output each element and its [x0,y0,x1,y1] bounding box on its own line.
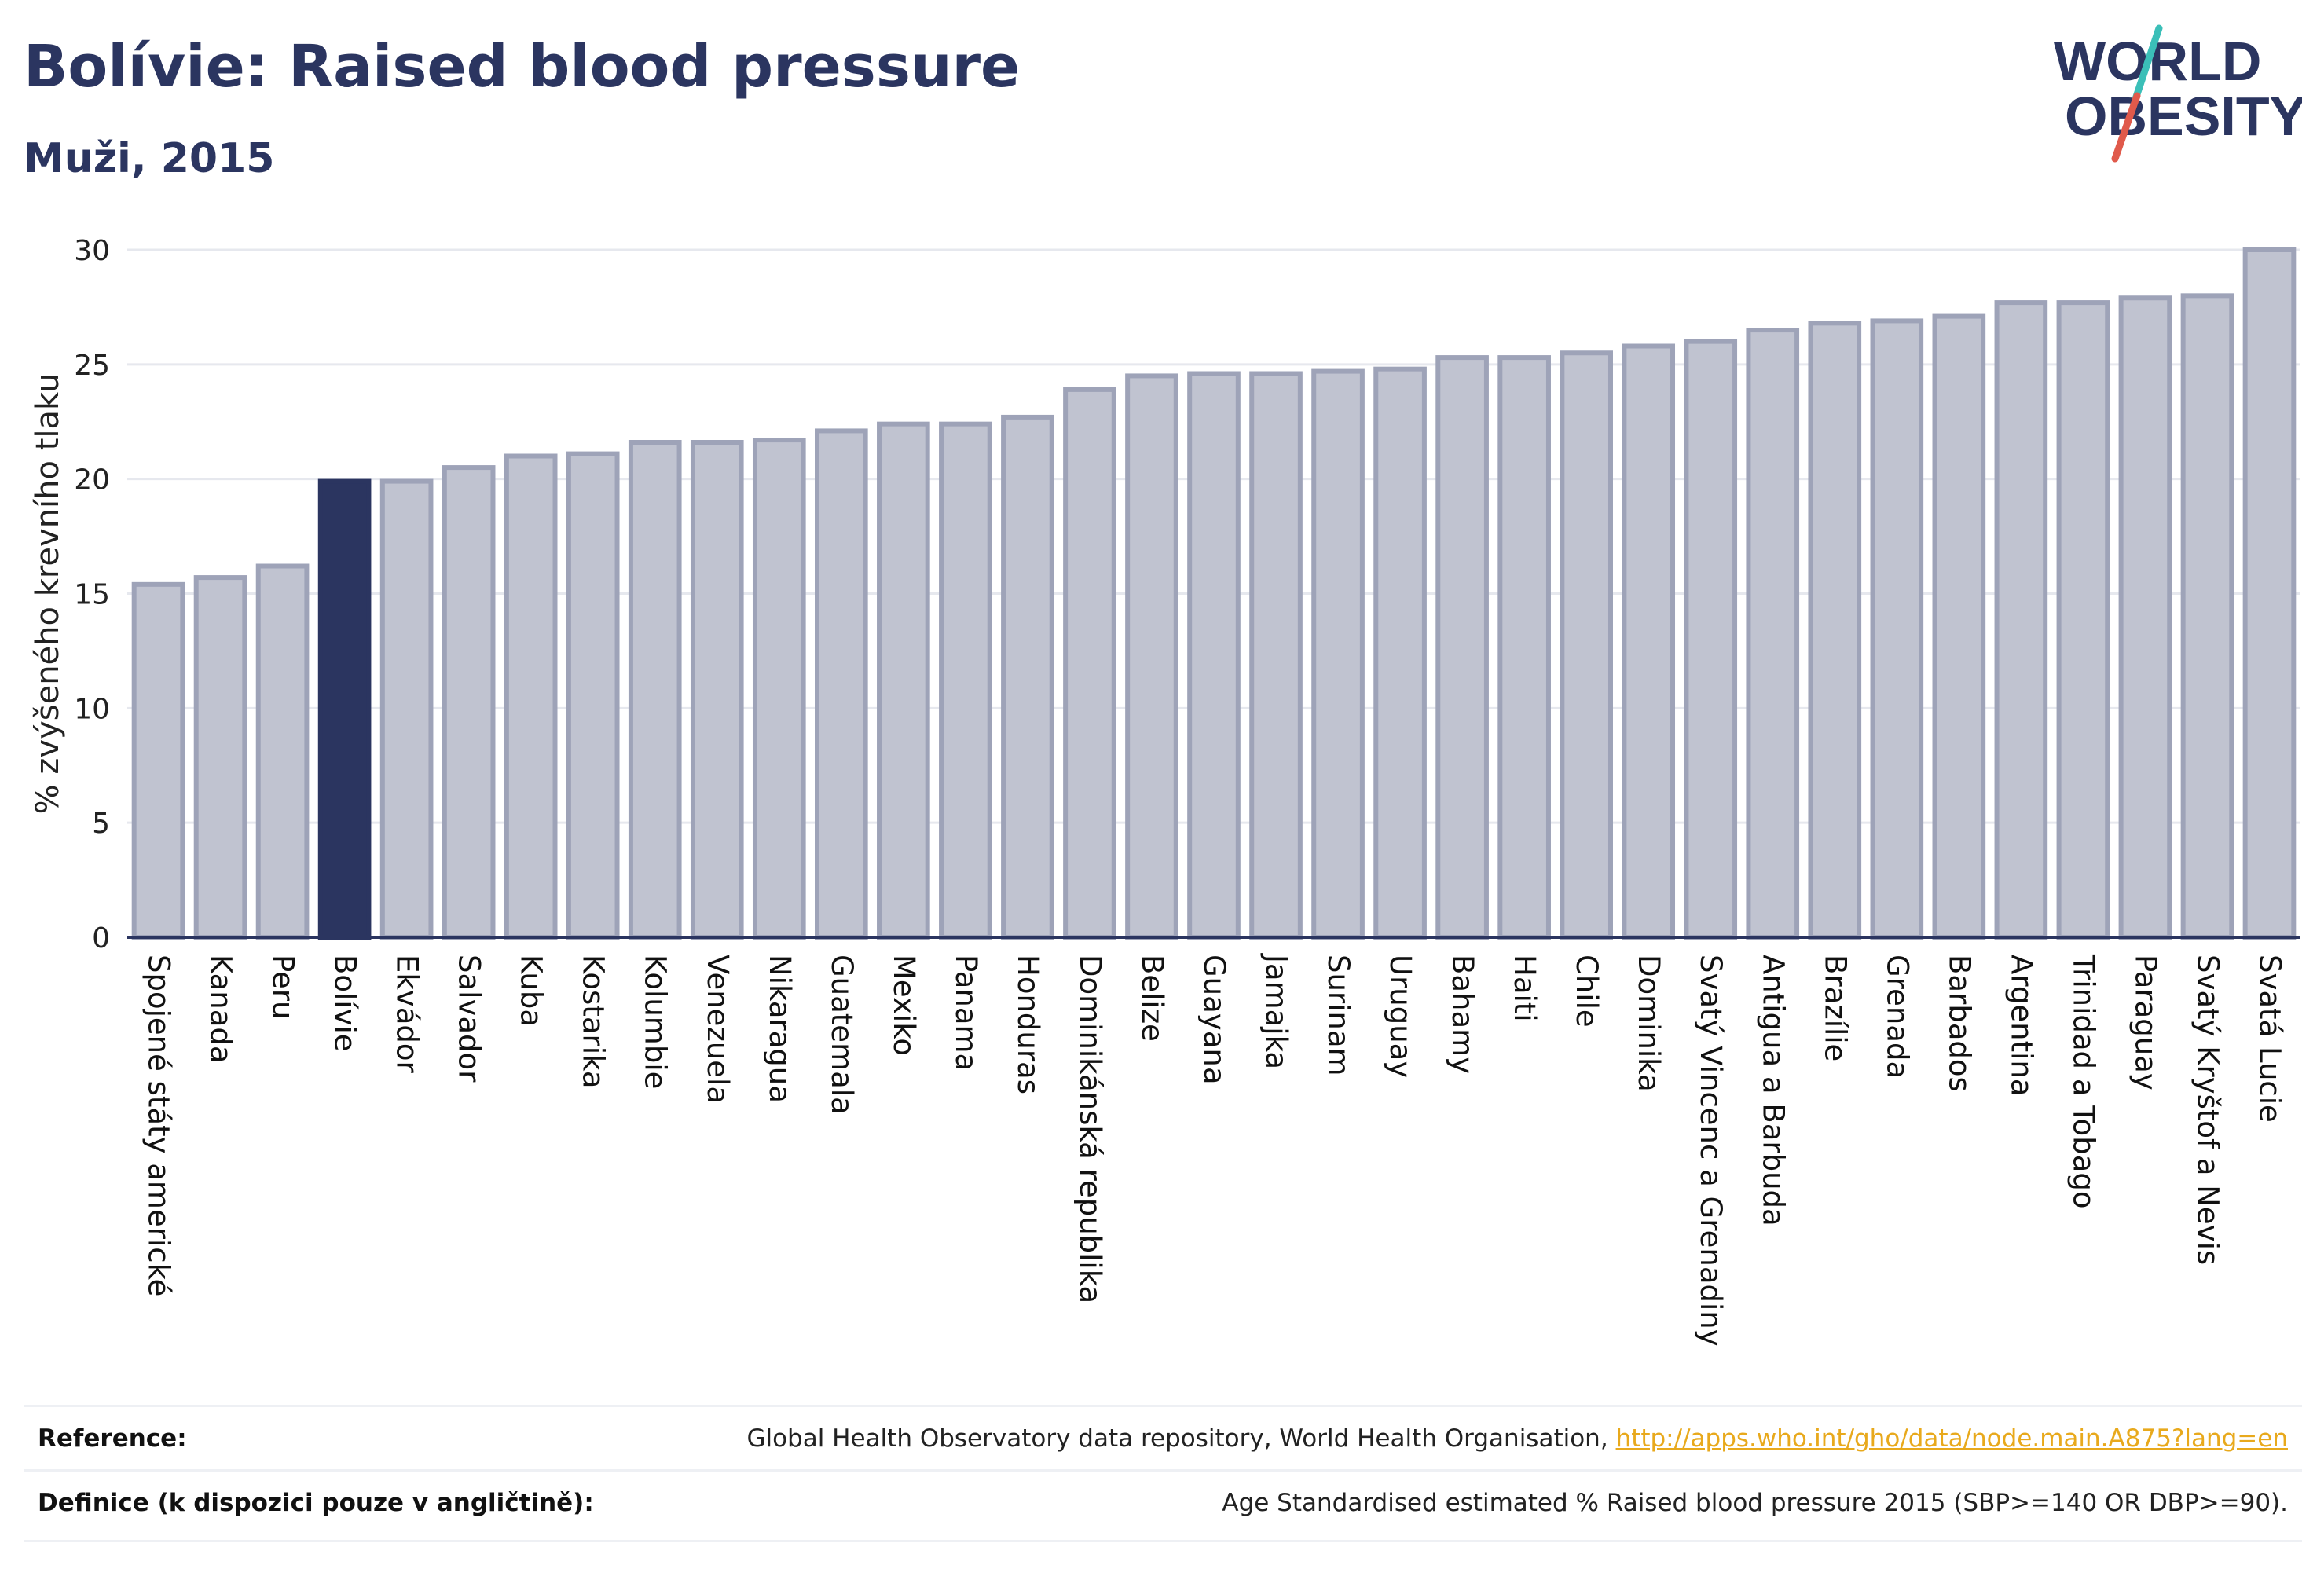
bar [379,478,434,940]
x-tick-label: Belize [1135,955,1169,1042]
y-tick-label: 0 [92,922,110,955]
bar [939,421,992,940]
bar [1746,328,1800,940]
x-tick-label: Guayana [1197,955,1231,1085]
bar [1187,371,1241,940]
bar [815,428,868,940]
footer-divider [24,1540,2302,1542]
bar [1125,373,1178,940]
y-tick-label: 15 [74,579,110,611]
bar [442,465,496,940]
y-tick-label: 5 [92,808,110,840]
x-tick-label: Kanada [204,955,238,1064]
y-tick-label: 20 [74,464,110,497]
x-tick-label: Chile [1570,955,1604,1028]
x-tick-label: Venezuela [701,955,735,1104]
x-tick-label: Grenada [1880,955,1914,1079]
bar [1435,355,1489,940]
logo-line2: OBESITY [2065,86,2302,147]
x-tick-label: Uruguay [1384,955,1417,1078]
chart-subtitle: Muži, 2015 [24,135,275,182]
x-tick-label: Barbados [1942,955,1976,1092]
reference-row: Reference: Global Health Observatory dat… [24,1405,2302,1470]
x-tick-label: Kuba [515,955,548,1027]
definition-row: Definice (k dispozici pouze v angličtině… [24,1469,2302,1534]
x-tick-label: Svatý Kryštof a Nevis [2190,955,2224,1265]
bar [1808,321,1862,940]
bar [2056,300,2110,940]
x-tick-label: Argentina [2004,955,2038,1096]
x-tick-label: Dominika [1632,955,1666,1092]
bar [2180,293,2234,940]
chart-title: Bolívie: Raised blood pressure [24,33,1021,101]
y-tick-label: 25 [74,350,110,382]
bar [1249,371,1303,940]
definition-label: Definice (k dispozici pouze v angličtině… [38,1489,594,1517]
x-tick-label: Paraguay [2128,955,2162,1090]
x-tick-label: Nikaragua [763,955,797,1103]
x-tick-label: Kostarika [577,955,610,1088]
reference-value: Global Health Observatory data repositor… [746,1424,2288,1453]
x-tick-label: Kolumbie [639,955,673,1089]
bar [752,438,806,940]
x-tick-label: Guatemala [825,955,859,1115]
bar [504,453,558,940]
x-tick-label: Bolívie [328,955,362,1052]
y-axis-title: % zvýšeného krevního tlaku [30,373,66,815]
x-tick-label: Haiti [1508,955,1541,1022]
x-tick-label: Spojené státy americké [142,955,176,1296]
x-tick-label: Trinidad a Tobago [2066,954,2100,1208]
bar [1497,355,1551,940]
bar [566,451,620,940]
bar-chart: 0 5 10 15 20 25 30 % zvýšeného krevního tlaku Sp… [30,235,2300,1347]
reference-link[interactable]: http://apps.who.int/gho/data/node.main.A… [1615,1424,2288,1453]
logo-slash-teal [2132,24,2163,103]
x-tick-label: Antigua a Barbuda [1756,955,1790,1226]
world-obesity-logo: WORLD OBESITY [2054,24,2302,163]
bar [1063,387,1116,940]
x-tick-label: Honduras [1011,955,1045,1094]
bar [193,575,247,940]
definition-text: Age Standardised estimated % Raised bloo… [1222,1489,2288,1517]
bar [317,478,372,940]
bar [1373,366,1427,940]
x-tick-label: Salvador [453,955,486,1083]
bar [1994,300,2048,940]
bar [131,581,185,940]
x-tick-label: Mexiko [887,955,921,1056]
x-tick-label: Ekvádor [390,955,424,1073]
bar [2242,247,2297,940]
logo-slash-red [2111,92,2141,163]
x-tick-label: Svatý Vincenc a Grenadiny [1694,955,1728,1347]
x-tick-label: Svatá Lucie [2253,955,2286,1123]
bar [1932,313,1986,940]
y-tick-label: 30 [74,235,110,267]
x-tick-label: Brazílie [1818,955,1852,1061]
x-tick-label: Surinam [1321,955,1355,1076]
bar [1622,343,1676,940]
bar [1870,318,1924,940]
x-tick-label: Panama [949,955,983,1071]
x-tick-label: Jamajka [1259,953,1293,1069]
bar [1684,339,1738,940]
bar [255,563,310,940]
reference-text: Global Health Observatory data repositor… [746,1424,1608,1453]
x-tick-label: Dominikánská republika [1073,955,1107,1303]
bar [877,421,930,940]
x-tick-label: Bahamy [1446,955,1479,1074]
bar [690,440,744,940]
reference-label: Reference: [38,1424,187,1453]
x-tick-label: Peru [266,955,300,1019]
bar [628,440,682,940]
bar [1560,350,1613,940]
bar [1311,368,1365,940]
bar [2118,295,2172,940]
bar [1001,414,1054,940]
y-tick-label: 10 [74,693,110,725]
